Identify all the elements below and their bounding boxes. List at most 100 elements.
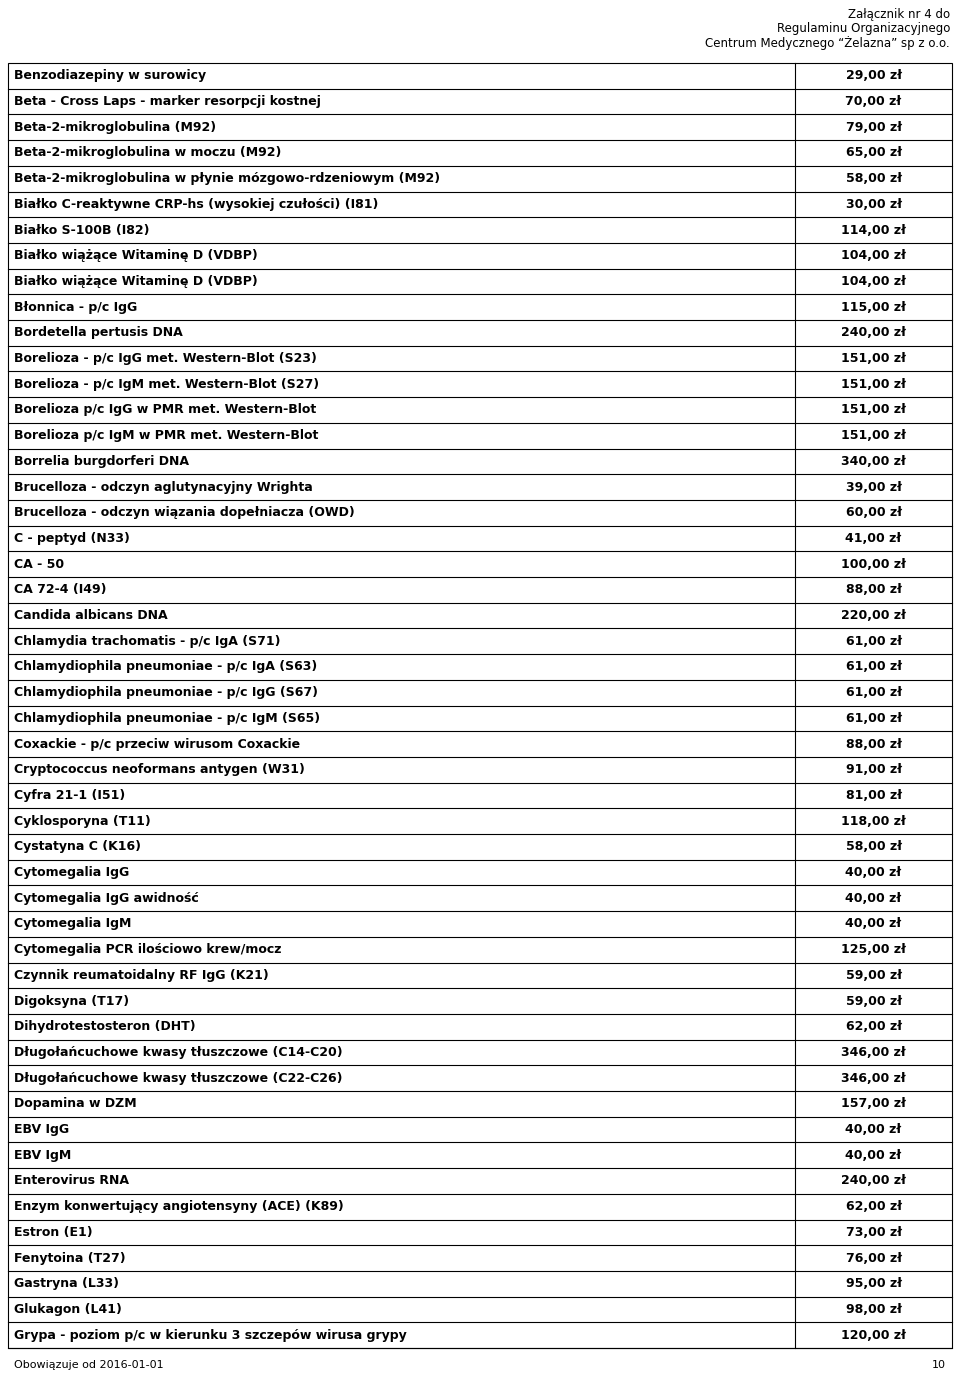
Text: Borelioza - p/c IgM met. Western-Blot (S27): Borelioza - p/c IgM met. Western-Blot (S… [14,377,319,391]
Text: Benzodiazepiny w surowicy: Benzodiazepiny w surowicy [14,69,206,83]
Text: CA 72-4 (I49): CA 72-4 (I49) [14,583,107,597]
Text: 81,00 zł: 81,00 zł [846,789,901,802]
Text: Brucelloza - odczyn aglutynacyjny Wrighta: Brucelloza - odczyn aglutynacyjny Wright… [14,481,313,493]
Text: Digoksyna (T17): Digoksyna (T17) [14,995,130,1007]
Text: Borelioza p/c IgG w PMR met. Western-Blot: Borelioza p/c IgG w PMR met. Western-Blo… [14,404,316,416]
Text: 40,00 zł: 40,00 zł [846,891,901,905]
Text: Chlamydia trachomatis - p/c IgA (S71): Chlamydia trachomatis - p/c IgA (S71) [14,634,280,648]
Text: Chlamydiophila pneumoniae - p/c IgA (S63): Chlamydiophila pneumoniae - p/c IgA (S63… [14,661,317,673]
Text: 76,00 zł: 76,00 zł [846,1252,901,1265]
Text: Dihydrotestosteron (DHT): Dihydrotestosteron (DHT) [14,1020,196,1034]
Text: 115,00 zł: 115,00 zł [841,301,906,314]
Text: 61,00 zł: 61,00 zł [846,661,901,673]
Text: Błonnica - p/c IgG: Błonnica - p/c IgG [14,301,137,314]
Text: Białko S-100B (I82): Białko S-100B (I82) [14,224,150,236]
Text: 29,00 zł: 29,00 zł [846,69,901,83]
Text: 91,00 zł: 91,00 zł [846,763,901,777]
Text: C - peptyd (N33): C - peptyd (N33) [14,532,130,545]
Text: Cytomegalia PCR ilościowo krew/mocz: Cytomegalia PCR ilościowo krew/mocz [14,943,281,956]
Text: Beta-2-mikroglobulina w moczu (M92): Beta-2-mikroglobulina w moczu (M92) [14,146,281,159]
Text: Borelioza p/c IgM w PMR met. Western-Blot: Borelioza p/c IgM w PMR met. Western-Blo… [14,430,319,442]
Text: Białko wiążące Witaminę D (VDBP): Białko wiążące Witaminę D (VDBP) [14,275,257,287]
Text: 88,00 zł: 88,00 zł [846,738,901,750]
Text: Chlamydiophila pneumoniae - p/c IgM (S65): Chlamydiophila pneumoniae - p/c IgM (S65… [14,712,320,724]
Text: Białko wiążące Witaminę D (VDBP): Białko wiążące Witaminę D (VDBP) [14,249,257,263]
Text: Borrelia burgdorferi DNA: Borrelia burgdorferi DNA [14,455,189,468]
Text: Długołańcuchowe kwasy tłuszczowe (C22-C26): Długołańcuchowe kwasy tłuszczowe (C22-C2… [14,1071,343,1085]
Text: 59,00 zł: 59,00 zł [846,969,901,981]
Text: Centrum Medycznego “Żelazna” sp z o.o.: Centrum Medycznego “Żelazna” sp z o.o. [706,36,950,50]
Text: Cryptococcus neoformans antygen (W31): Cryptococcus neoformans antygen (W31) [14,763,305,777]
Text: 61,00 zł: 61,00 zł [846,685,901,699]
Text: Beta - Cross Laps - marker resorpcji kostnej: Beta - Cross Laps - marker resorpcji kos… [14,95,321,108]
Text: 346,00 zł: 346,00 zł [841,1071,906,1085]
Text: 88,00 zł: 88,00 zł [846,583,901,597]
Text: 58,00 zł: 58,00 zł [846,173,901,185]
Text: 79,00 zł: 79,00 zł [846,120,901,134]
Text: Cytomegalia IgM: Cytomegalia IgM [14,918,132,930]
Text: 61,00 zł: 61,00 zł [846,712,901,724]
Text: Brucelloza - odczyn wiązania dopełniacza (OWD): Brucelloza - odczyn wiązania dopełniacza… [14,506,355,520]
Text: Estron (E1): Estron (E1) [14,1226,92,1238]
Text: 70,00 zł: 70,00 zł [846,95,901,108]
Text: 240,00 zł: 240,00 zł [841,1175,906,1187]
Text: 157,00 zł: 157,00 zł [841,1097,906,1110]
Text: 346,00 zł: 346,00 zł [841,1046,906,1059]
Text: EBV IgG: EBV IgG [14,1124,69,1136]
Text: Beta-2-mikroglobulina (M92): Beta-2-mikroglobulina (M92) [14,120,216,134]
Text: 58,00 zł: 58,00 zł [846,840,901,853]
Text: 95,00 zł: 95,00 zł [846,1277,901,1291]
Text: EBV IgM: EBV IgM [14,1148,71,1162]
Text: 59,00 zł: 59,00 zł [846,995,901,1007]
Text: Dopamina w DZM: Dopamina w DZM [14,1097,136,1110]
Text: Gastryna (L33): Gastryna (L33) [14,1277,119,1291]
Text: 114,00 zł: 114,00 zł [841,224,906,236]
Text: 340,00 zł: 340,00 zł [841,455,906,468]
Text: Beta-2-mikroglobulina w płynie mózgowo-rdzeniowym (M92): Beta-2-mikroglobulina w płynie mózgowo-r… [14,173,440,185]
Text: 73,00 zł: 73,00 zł [846,1226,901,1238]
Text: Cytomegalia IgG awidność: Cytomegalia IgG awidność [14,891,199,905]
Text: 120,00 zł: 120,00 zł [841,1328,906,1342]
Text: Cyfra 21-1 (I51): Cyfra 21-1 (I51) [14,789,125,802]
Text: 62,00 zł: 62,00 zł [846,1200,901,1213]
Text: 39,00 zł: 39,00 zł [846,481,901,493]
Text: 151,00 zł: 151,00 zł [841,404,906,416]
Text: 104,00 zł: 104,00 zł [841,275,906,287]
Text: Białko C-reaktywne CRP-hs (wysokiej czułości) (I81): Białko C-reaktywne CRP-hs (wysokiej czuł… [14,198,378,211]
Text: 104,00 zł: 104,00 zł [841,249,906,263]
Text: Grypa - poziom p/c w kierunku 3 szczepów wirusa grypy: Grypa - poziom p/c w kierunku 3 szczepów… [14,1328,407,1342]
Text: Enterovirus RNA: Enterovirus RNA [14,1175,129,1187]
Text: 65,00 zł: 65,00 zł [846,146,901,159]
Text: Borelioza - p/c IgG met. Western-Blot (S23): Borelioza - p/c IgG met. Western-Blot (S… [14,352,317,365]
Text: 40,00 zł: 40,00 zł [846,1124,901,1136]
Text: Cytomegalia IgG: Cytomegalia IgG [14,867,130,879]
Text: 60,00 zł: 60,00 zł [846,506,901,520]
Text: 125,00 zł: 125,00 zł [841,943,906,956]
Text: 40,00 zł: 40,00 zł [846,1148,901,1162]
Text: 151,00 zł: 151,00 zł [841,377,906,391]
Text: 40,00 zł: 40,00 zł [846,918,901,930]
Text: Glukagon (L41): Glukagon (L41) [14,1303,122,1316]
Text: 220,00 zł: 220,00 zł [841,609,906,622]
Text: 240,00 zł: 240,00 zł [841,326,906,340]
Text: 61,00 zł: 61,00 zł [846,634,901,648]
Text: Candida albicans DNA: Candida albicans DNA [14,609,168,622]
Text: Cystatyna C (K16): Cystatyna C (K16) [14,840,141,853]
Text: 100,00 zł: 100,00 zł [841,558,906,571]
Text: Czynnik reumatoidalny RF IgG (K21): Czynnik reumatoidalny RF IgG (K21) [14,969,269,981]
Text: Załącznik nr 4 do: Załącznik nr 4 do [848,8,950,21]
Text: 151,00 zł: 151,00 zł [841,352,906,365]
Text: Chlamydiophila pneumoniae - p/c IgG (S67): Chlamydiophila pneumoniae - p/c IgG (S67… [14,685,318,699]
Text: Obowiązuje od 2016-01-01: Obowiązuje od 2016-01-01 [14,1360,163,1370]
Text: Długołańcuchowe kwasy tłuszczowe (C14-C20): Długołańcuchowe kwasy tłuszczowe (C14-C2… [14,1046,343,1059]
Text: CA - 50: CA - 50 [14,558,64,571]
Text: Coxackie - p/c przeciw wirusom Coxackie: Coxackie - p/c przeciw wirusom Coxackie [14,738,300,750]
Text: Enzym konwertujący angiotensyny (ACE) (K89): Enzym konwertujący angiotensyny (ACE) (K… [14,1200,344,1213]
Text: 40,00 zł: 40,00 zł [846,867,901,879]
Text: 62,00 zł: 62,00 zł [846,1020,901,1034]
Text: 98,00 zł: 98,00 zł [846,1303,901,1316]
Text: Regulaminu Organizacyjnego: Regulaminu Organizacyjnego [777,22,950,35]
Text: 30,00 zł: 30,00 zł [846,198,901,211]
Text: Cyklosporyna (T11): Cyklosporyna (T11) [14,814,151,828]
Text: 151,00 zł: 151,00 zł [841,430,906,442]
